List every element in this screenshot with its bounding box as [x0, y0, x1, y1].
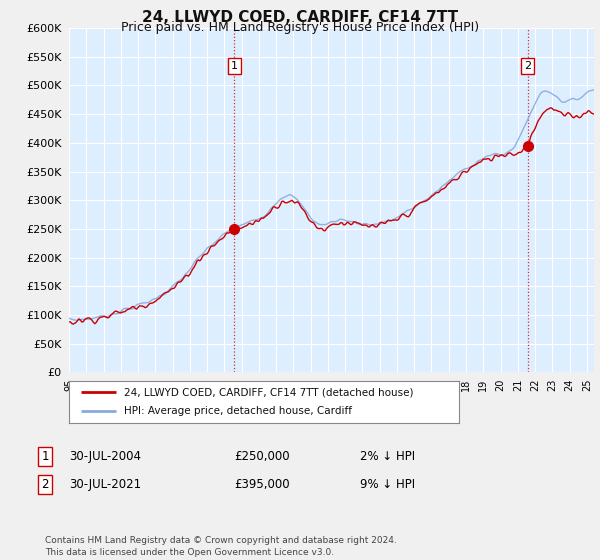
Text: 2: 2 [41, 478, 49, 491]
Text: HPI: Average price, detached house, Cardiff: HPI: Average price, detached house, Card… [124, 407, 352, 417]
Text: 1: 1 [41, 450, 49, 463]
Text: 24, LLWYD COED, CARDIFF, CF14 7TT: 24, LLWYD COED, CARDIFF, CF14 7TT [142, 10, 458, 25]
Text: 2: 2 [524, 61, 532, 71]
Text: £250,000: £250,000 [234, 450, 290, 463]
Text: 1: 1 [231, 61, 238, 71]
Text: £395,000: £395,000 [234, 478, 290, 491]
Text: 30-JUL-2021: 30-JUL-2021 [69, 478, 141, 491]
Text: Price paid vs. HM Land Registry's House Price Index (HPI): Price paid vs. HM Land Registry's House … [121, 21, 479, 34]
Text: Contains HM Land Registry data © Crown copyright and database right 2024.
This d: Contains HM Land Registry data © Crown c… [45, 536, 397, 557]
Text: 2% ↓ HPI: 2% ↓ HPI [360, 450, 415, 463]
Text: 9% ↓ HPI: 9% ↓ HPI [360, 478, 415, 491]
Text: 30-JUL-2004: 30-JUL-2004 [69, 450, 141, 463]
Text: 24, LLWYD COED, CARDIFF, CF14 7TT (detached house): 24, LLWYD COED, CARDIFF, CF14 7TT (detac… [124, 387, 413, 397]
